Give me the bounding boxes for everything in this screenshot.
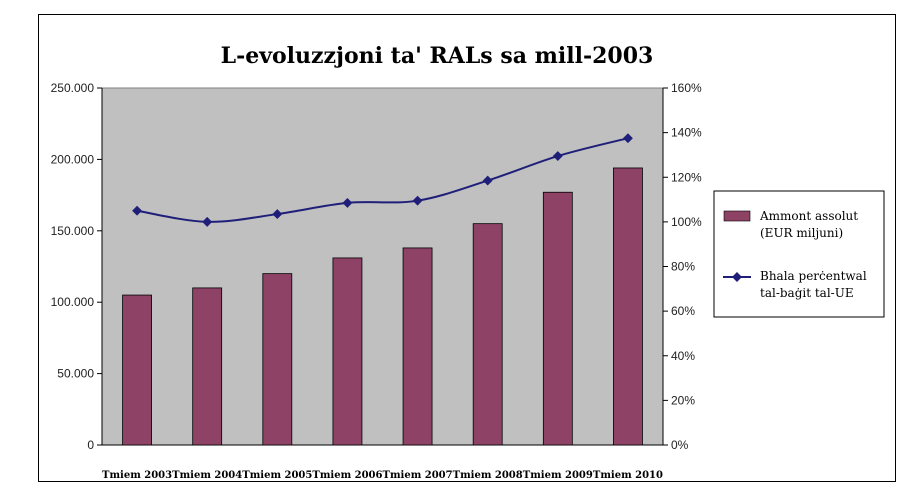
category-label: Tmiem 2003 (102, 470, 172, 481)
right-tick-label: 120% (671, 170, 702, 184)
category-label: Tmiem 2005 (242, 470, 312, 481)
left-tick-label: 250.000 (51, 81, 95, 95)
line-point (622, 133, 633, 144)
line-point (132, 205, 143, 216)
category-label: Tmiem 2010 (593, 470, 663, 481)
plot-area (101, 87, 664, 446)
left-tick-label: 100.000 (51, 295, 95, 309)
right-tick-label: 60% (671, 304, 695, 318)
chart-frame: L-evoluzzjoni ta' RALs sa mill-2003 0 50.… (38, 14, 896, 482)
legend-line-marker (732, 272, 742, 282)
right-tick-label: 140% (671, 126, 702, 140)
bar-series (102, 167, 663, 446)
right-tick-label: 100% (671, 215, 702, 229)
legend-line-label-1: Bhala perċentwal (760, 269, 867, 283)
left-tick-label: 200.000 (51, 152, 95, 166)
bar (542, 191, 573, 446)
line-point (552, 151, 563, 162)
left-axis: 0 50.000 100.000 150.000 200.000 250.000 (51, 81, 103, 452)
chart-title: L-evoluzzjoni ta' RALs sa mill-2003 (221, 43, 654, 69)
left-tick-label: 150.000 (51, 224, 95, 238)
bar (262, 273, 293, 446)
bar (402, 247, 433, 446)
legend-bar-swatch (723, 210, 751, 222)
category-label: Tmiem 2006 (312, 470, 382, 481)
legend-bar-label-2: (EUR miljuni) (760, 226, 843, 240)
left-tick-label: 50.000 (57, 367, 94, 381)
bar (472, 223, 503, 446)
line-point (272, 209, 283, 220)
right-axis: 0% 20% 40% 60% 80% 100% 120% 140% 160% (662, 81, 702, 452)
legend-line-label-2: tal-baġit tal-UE (760, 286, 854, 300)
line-point (482, 175, 493, 186)
line-point (412, 195, 423, 206)
bar (613, 167, 643, 446)
bar (332, 257, 363, 446)
legend-bar-label-1: Ammont assolut (759, 209, 858, 223)
line-point (342, 197, 353, 208)
percentage-line (136, 137, 629, 223)
right-tick-label: 160% (671, 81, 702, 95)
legend: Ammont assolut (EUR miljuni) Bhala perċe… (713, 190, 885, 318)
category-label: Tmiem 2004 (172, 470, 242, 481)
category-label: Tmiem 2008 (453, 470, 523, 481)
left-tick-label: 0 (87, 438, 94, 452)
category-labels: Tmiem 2003 Tmiem 2004 Tmiem 2005 Tmiem 2006… (102, 470, 663, 481)
category-label: Tmiem 2007 (383, 470, 453, 481)
bar (122, 294, 152, 446)
chart: L-evoluzzjoni ta' RALs sa mill-2003 0 50.… (51, 43, 885, 481)
line-point (202, 216, 213, 227)
line-series (132, 133, 633, 227)
right-tick-label: 0% (671, 438, 689, 452)
right-tick-label: 80% (671, 260, 695, 274)
right-tick-label: 40% (671, 349, 695, 363)
bar (192, 287, 223, 446)
category-label: Tmiem 2009 (523, 470, 593, 481)
right-tick-label: 20% (671, 393, 695, 407)
